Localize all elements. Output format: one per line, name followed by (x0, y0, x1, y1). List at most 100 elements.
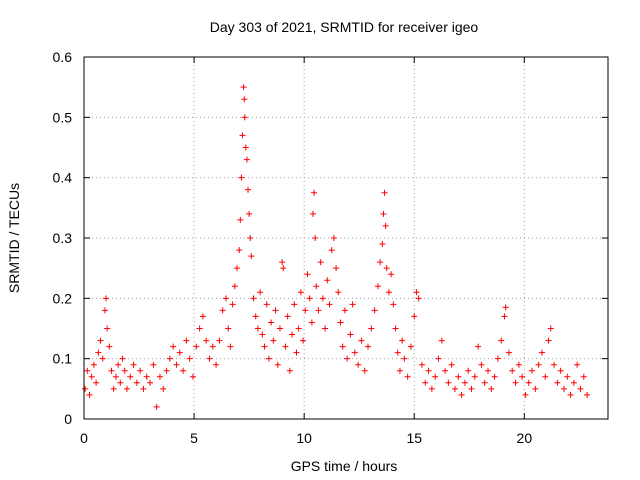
data-point (313, 283, 320, 290)
data-point (231, 283, 238, 290)
data-point (399, 337, 406, 344)
data-point (418, 361, 425, 368)
data-point (203, 337, 210, 344)
data-point (529, 367, 536, 374)
data-point (254, 325, 261, 332)
data-point (308, 319, 315, 326)
data-point (104, 325, 111, 332)
data-point (166, 355, 173, 362)
y-tick-label: 0.6 (53, 49, 73, 65)
data-point (498, 337, 505, 344)
data-point (435, 355, 442, 362)
data-point (291, 301, 298, 308)
data-point (259, 331, 266, 338)
data-point (163, 367, 170, 374)
data-point (243, 156, 250, 163)
data-point (239, 132, 246, 139)
data-point (344, 355, 351, 362)
data-point (276, 325, 283, 332)
data-point (150, 361, 157, 368)
data-point (227, 343, 234, 350)
data-point (404, 373, 411, 380)
data-point (176, 349, 183, 356)
data-point (532, 385, 539, 392)
data-point (160, 385, 167, 392)
y-tick-label: 0.5 (53, 109, 73, 125)
data-point (156, 373, 163, 380)
data-point (515, 361, 522, 368)
y-tick-label: 0.1 (53, 351, 73, 367)
data-point (82, 385, 89, 392)
data-point (106, 343, 113, 350)
data-point (297, 289, 304, 296)
data-point (324, 277, 331, 284)
data-point (451, 385, 458, 392)
data-point (245, 186, 252, 193)
data-point (494, 355, 501, 362)
data-point (413, 289, 420, 296)
data-point (216, 337, 223, 344)
data-point (140, 385, 147, 392)
data-point (274, 361, 281, 368)
data-point (302, 307, 309, 314)
data-point (390, 301, 397, 308)
data-point (584, 391, 591, 398)
x-tick-label: 0 (80, 430, 88, 446)
data-point (341, 307, 348, 314)
data-point (101, 307, 108, 314)
y-tick-label: 0.3 (53, 230, 73, 246)
data-point (396, 367, 403, 374)
data-point (238, 174, 245, 181)
data-point (465, 367, 472, 374)
data-point (445, 379, 452, 386)
data-point (538, 349, 545, 356)
data-point (284, 313, 291, 320)
data-point (117, 379, 124, 386)
data-point (455, 373, 462, 380)
data-point (577, 385, 584, 392)
data-point (554, 379, 561, 386)
data-point (95, 349, 102, 356)
data-point (143, 373, 150, 380)
data-point (280, 265, 287, 272)
data-point (93, 379, 100, 386)
data-point (252, 313, 259, 320)
data-point (180, 367, 187, 374)
y-tick-label: 0.2 (53, 290, 73, 306)
data-point (293, 349, 300, 356)
data-point (368, 325, 375, 332)
data-point (471, 373, 478, 380)
data-point (309, 210, 316, 217)
data-point (339, 343, 346, 350)
data-point (247, 235, 254, 241)
data-point (206, 355, 213, 362)
data-point (335, 289, 342, 296)
plot-frame (83, 56, 609, 420)
data-point (383, 265, 390, 272)
data-point (186, 355, 193, 362)
data-point (557, 367, 564, 374)
data-point (567, 391, 574, 398)
data-point (121, 367, 128, 374)
data-point (153, 403, 160, 410)
data-point (108, 367, 115, 374)
data-point (315, 307, 322, 314)
data-point (551, 361, 558, 368)
data-point (475, 343, 482, 350)
data-point (241, 114, 248, 121)
data-point (371, 307, 378, 314)
data-point (361, 367, 368, 374)
data-point (377, 259, 384, 266)
data-point (347, 331, 354, 338)
data-point (438, 337, 445, 344)
data-point (130, 361, 137, 368)
data-point (241, 96, 248, 103)
data-point (488, 385, 495, 392)
data-point (282, 343, 289, 350)
data-point (270, 337, 277, 344)
data-point (90, 361, 97, 368)
data-point (86, 391, 93, 398)
data-point (322, 325, 329, 332)
data-point (485, 367, 492, 374)
data-point (97, 337, 104, 344)
